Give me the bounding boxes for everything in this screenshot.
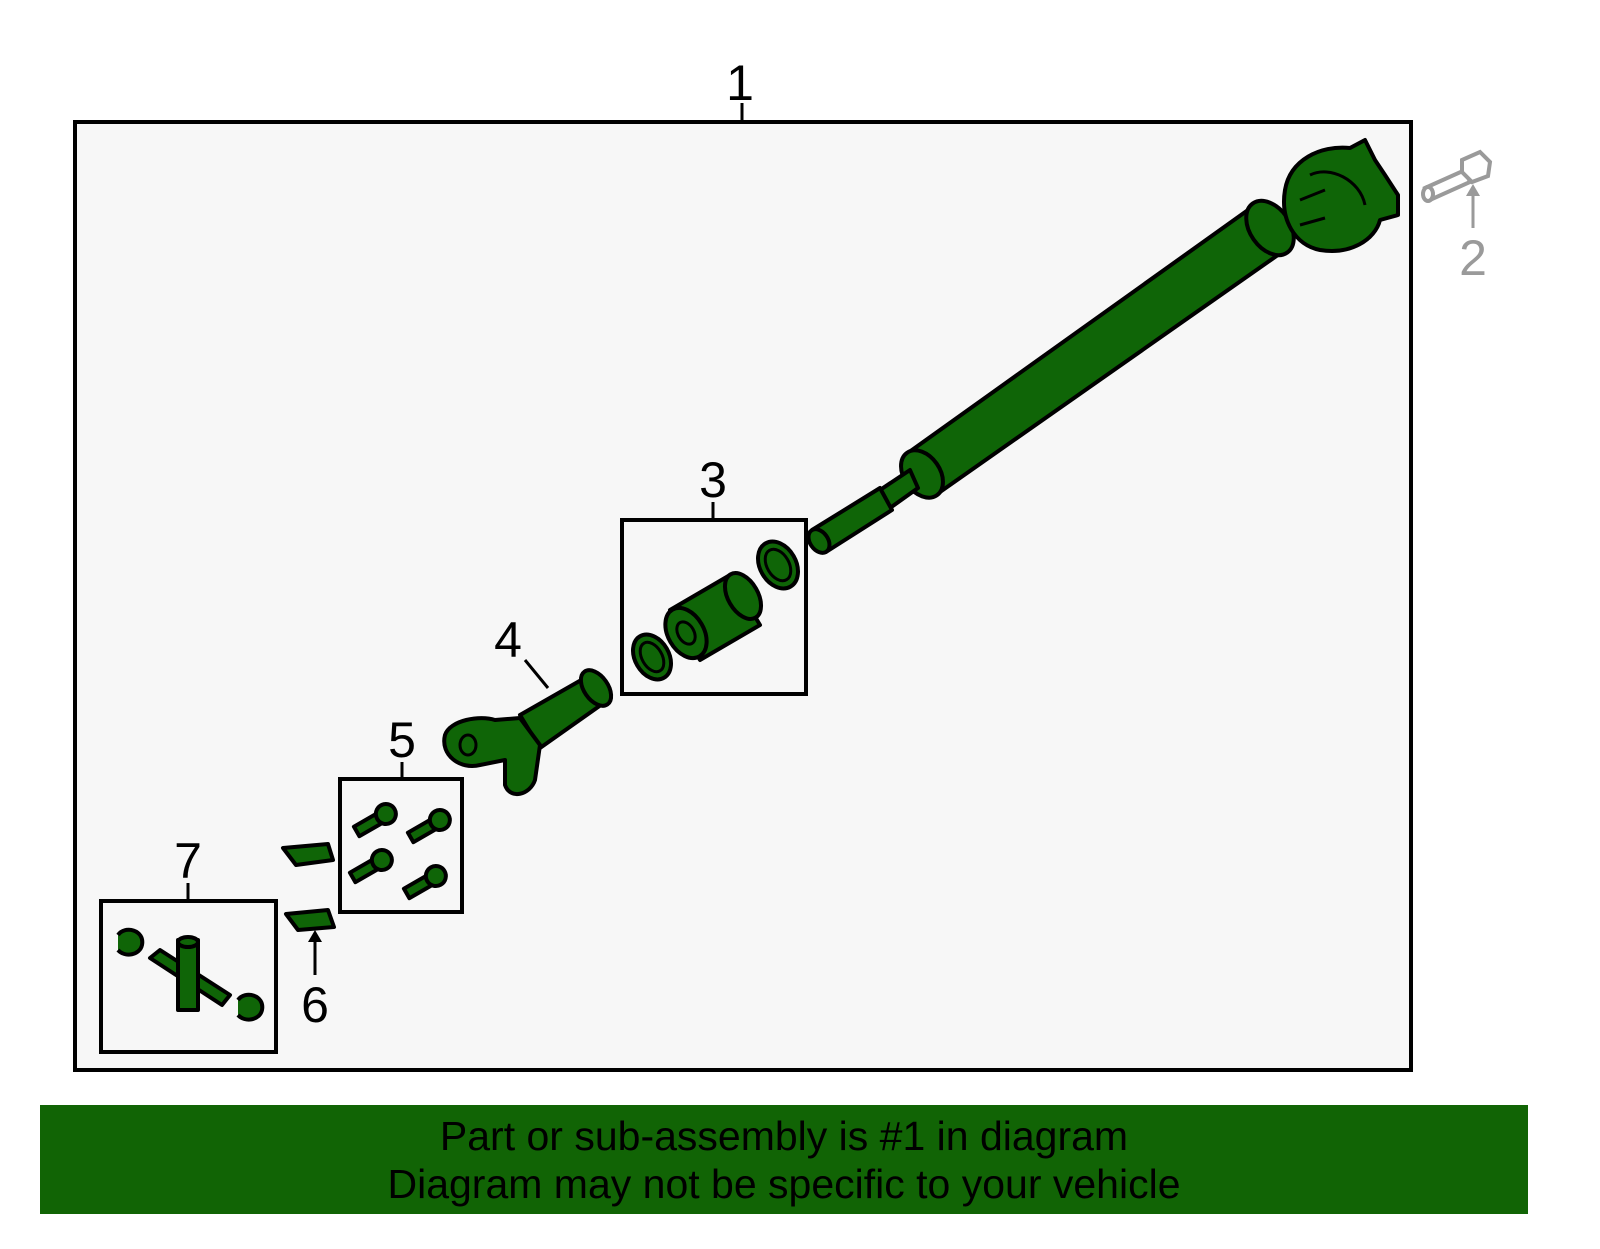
callout-3[interactable]: 3 <box>699 452 727 508</box>
callout-6[interactable]: 6 <box>301 977 329 1033</box>
bolt-kit[interactable] <box>347 800 453 901</box>
slip-yoke[interactable] <box>442 665 617 796</box>
callout-7[interactable]: 7 <box>174 833 202 889</box>
banner-line-2: Diagram may not be specific to your vehi… <box>387 1160 1181 1207</box>
info-banner: Part or sub-assembly is #1 in diagram Di… <box>40 1105 1528 1214</box>
callout-1[interactable]: 1 <box>726 55 754 111</box>
banner-line-1: Part or sub-assembly is #1 in diagram <box>439 1112 1129 1159</box>
callout-4[interactable]: 4 <box>494 612 522 668</box>
universal-joint-kit[interactable] <box>116 927 265 1022</box>
callout-2[interactable]: 2 <box>1459 230 1487 286</box>
callout-5[interactable]: 5 <box>388 712 416 768</box>
drive-shaft[interactable] <box>804 138 1400 557</box>
strap-pair[interactable] <box>281 842 336 932</box>
center-bearing-kit[interactable] <box>625 534 806 686</box>
bolt-accessory[interactable] <box>1421 149 1493 203</box>
